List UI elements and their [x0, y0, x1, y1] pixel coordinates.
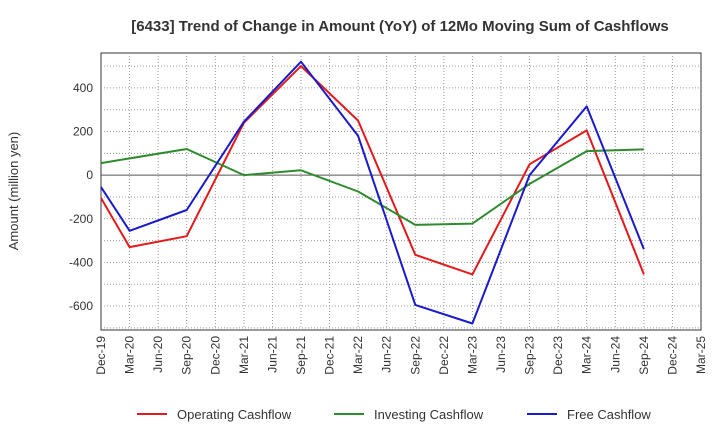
x-tick-label: Jun-20 [151, 336, 165, 373]
x-tick-label: Mar-20 [123, 336, 137, 374]
series-line-free-cashflow [100, 60, 645, 325]
x-tick-label: Dec-24 [665, 336, 679, 375]
x-tick-label: Sep-20 [180, 336, 194, 375]
y-tick-label: -400 [69, 255, 93, 269]
x-tick-label: Dec-23 [551, 336, 565, 375]
legend-label-free-cashflow: Free Cashflow [567, 407, 651, 422]
x-tick-label: Mar-24 [580, 336, 594, 374]
x-tick-label: Dec-22 [437, 336, 451, 375]
x-tick-label: Mar-23 [465, 336, 479, 374]
x-tick-label: Dec-21 [323, 336, 337, 375]
y-tick-label: 400 [73, 81, 93, 95]
x-tick-label: Jun-21 [265, 336, 279, 373]
x-tick-label: Mar-21 [237, 336, 251, 374]
chart-title: [6433] Trend of Change in Amount (YoY) o… [131, 18, 669, 35]
legend-label-operating-cashflow: Operating Cashflow [177, 407, 292, 422]
y-tick-label: -200 [69, 212, 93, 226]
series-line-investing-cashflow [100, 148, 644, 226]
legend-label-investing-cashflow: Investing Cashflow [374, 407, 484, 422]
x-tick-label: Mar-22 [351, 336, 365, 374]
x-tick-label: Jun-24 [608, 336, 622, 373]
y-tick-label: 0 [86, 168, 93, 182]
x-tick-label: Sep-23 [523, 336, 537, 375]
y-tick-label: 200 [73, 125, 93, 139]
x-tick-label: Jun-23 [494, 336, 508, 373]
x-tick-label: Jun-22 [380, 336, 394, 373]
x-tick-label: Mar-25 [694, 336, 708, 374]
legend: Operating Cashflow Investing Cashflow Free… [137, 407, 651, 422]
x-tick-label: Dec-20 [208, 336, 222, 375]
x-tick-label: Dec-19 [94, 336, 108, 375]
x-tick-label: Sep-22 [408, 336, 422, 375]
y-axis-label: Amount (million yen) [6, 132, 21, 251]
plot-area: -600 -400 -200 0 200 400 Dec-19 Mar-20 Jun-20 Sep… [69, 52, 708, 375]
x-tick-label: Sep-21 [294, 336, 308, 375]
y-tick-label: -600 [69, 299, 93, 313]
x-tick-label: Sep-24 [637, 336, 651, 375]
